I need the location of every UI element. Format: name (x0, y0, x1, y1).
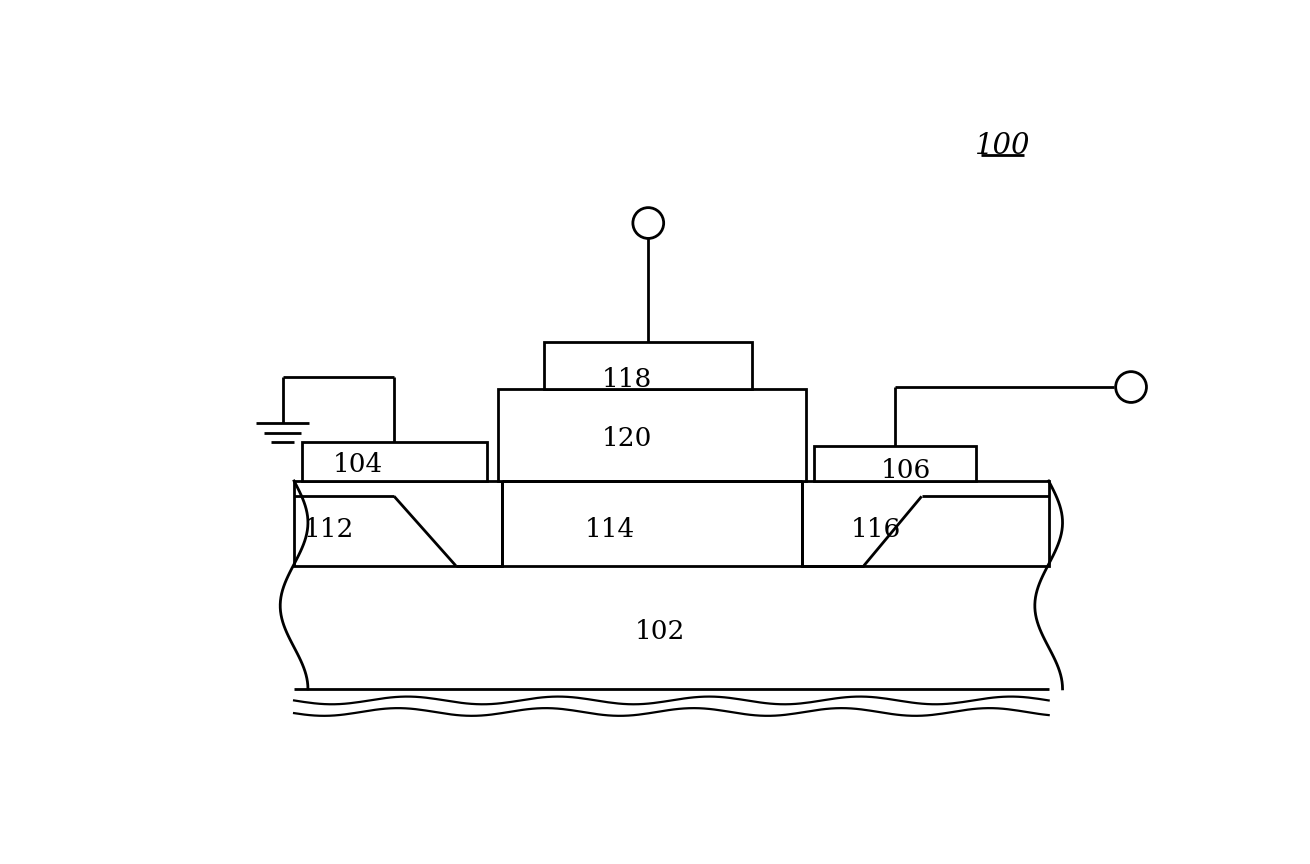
Text: 118: 118 (601, 367, 652, 392)
Text: 106: 106 (882, 458, 931, 483)
Text: 112: 112 (304, 517, 354, 542)
Bar (498, 389, 806, 481)
Bar (814, 446, 976, 481)
Bar (802, 481, 1049, 566)
Text: 114: 114 (584, 517, 635, 542)
Text: 116: 116 (850, 517, 900, 542)
Bar (545, 342, 752, 389)
Bar (301, 442, 486, 481)
Bar (293, 481, 502, 566)
Text: 104: 104 (333, 452, 383, 477)
Text: 102: 102 (634, 619, 685, 645)
Text: 100: 100 (975, 132, 1030, 160)
Bar (502, 481, 802, 566)
Text: 120: 120 (601, 426, 652, 451)
